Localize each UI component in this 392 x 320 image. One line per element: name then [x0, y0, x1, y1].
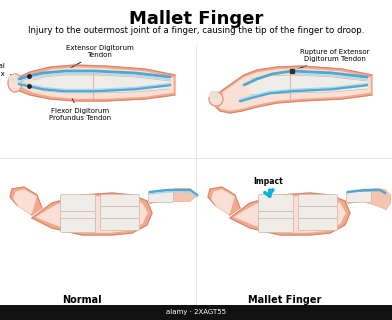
- Ellipse shape: [209, 92, 223, 106]
- Polygon shape: [21, 68, 173, 98]
- Text: Injury to the outermost joint of a finger, causing the tip of the finger to droo: Injury to the outermost joint of a finge…: [28, 26, 364, 35]
- Polygon shape: [150, 189, 197, 203]
- FancyBboxPatch shape: [258, 219, 294, 233]
- FancyArrowPatch shape: [265, 190, 273, 196]
- Text: Flexor Digitorum
Profundus Tendon: Flexor Digitorum Profundus Tendon: [49, 86, 111, 121]
- Polygon shape: [14, 190, 36, 214]
- Polygon shape: [33, 75, 170, 93]
- Text: Rupture of Extensor
Digitorum Tendon: Rupture of Extensor Digitorum Tendon: [295, 49, 370, 70]
- Polygon shape: [220, 69, 370, 110]
- FancyBboxPatch shape: [347, 191, 372, 203]
- FancyBboxPatch shape: [258, 195, 294, 212]
- Text: Impact: Impact: [253, 177, 283, 186]
- Polygon shape: [212, 190, 234, 214]
- FancyBboxPatch shape: [298, 195, 338, 206]
- Polygon shape: [348, 189, 390, 209]
- Text: Distal
Phalanx: Distal Phalanx: [0, 63, 26, 78]
- Polygon shape: [214, 66, 372, 113]
- Ellipse shape: [9, 75, 19, 83]
- FancyBboxPatch shape: [100, 219, 140, 230]
- Polygon shape: [150, 189, 197, 201]
- Polygon shape: [32, 193, 152, 235]
- Bar: [0, 305, 392, 320]
- Polygon shape: [230, 193, 350, 235]
- FancyBboxPatch shape: [100, 195, 140, 206]
- FancyBboxPatch shape: [149, 191, 174, 203]
- Text: Extensor Digitorum
Tendon: Extensor Digitorum Tendon: [66, 45, 134, 70]
- Polygon shape: [37, 196, 147, 232]
- Ellipse shape: [209, 92, 218, 99]
- FancyBboxPatch shape: [258, 212, 294, 228]
- FancyBboxPatch shape: [100, 206, 140, 219]
- Polygon shape: [235, 196, 345, 232]
- Polygon shape: [208, 187, 240, 215]
- Polygon shape: [10, 187, 42, 215]
- Polygon shape: [348, 189, 390, 209]
- Ellipse shape: [8, 74, 22, 92]
- Polygon shape: [13, 65, 175, 101]
- FancyBboxPatch shape: [60, 195, 96, 212]
- FancyBboxPatch shape: [60, 219, 96, 233]
- Text: Mallet Finger: Mallet Finger: [248, 295, 322, 305]
- FancyBboxPatch shape: [298, 206, 338, 219]
- FancyBboxPatch shape: [298, 219, 338, 230]
- Text: Mallet Finger: Mallet Finger: [129, 10, 263, 28]
- Polygon shape: [250, 75, 367, 95]
- FancyBboxPatch shape: [60, 212, 96, 228]
- Text: Normal: Normal: [62, 295, 102, 305]
- Text: alamy · 2XAGT55: alamy · 2XAGT55: [166, 309, 226, 315]
